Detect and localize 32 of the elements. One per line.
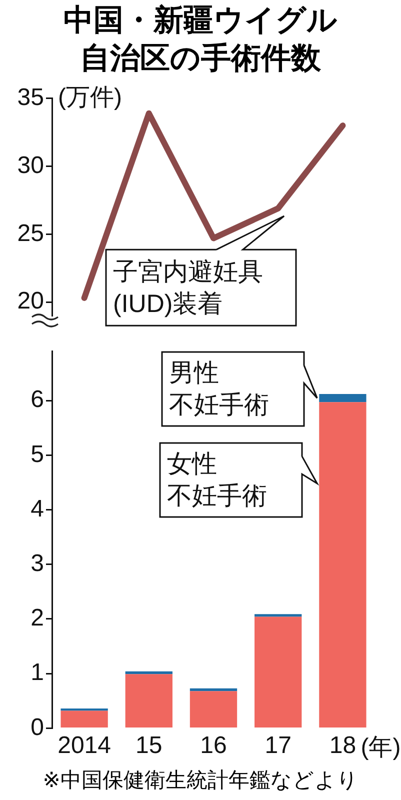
bar xyxy=(190,688,238,692)
bar xyxy=(125,674,172,728)
y-tick-label: 20 xyxy=(17,288,44,315)
text: 女性不妊手術 xyxy=(167,449,267,512)
bar xyxy=(319,394,366,402)
text: 男性不妊手術 xyxy=(169,358,269,421)
y-tick-label: 35 xyxy=(17,84,44,112)
series-label: 子宮内避妊具(IUD)装着 xyxy=(113,257,263,320)
bar xyxy=(254,614,302,617)
bar xyxy=(125,671,172,674)
y-tick-label: 1 xyxy=(30,659,44,686)
y-tick-label: 30 xyxy=(17,152,44,179)
x-tick-label: 16 xyxy=(200,732,227,760)
bar xyxy=(319,402,366,728)
bar xyxy=(60,710,108,728)
bar xyxy=(190,691,238,728)
y-tick-label: 5 xyxy=(30,440,44,468)
y-tick-label: 4 xyxy=(30,495,44,522)
x-tick-label: 17 xyxy=(264,732,292,760)
y-tick-label: 6 xyxy=(30,386,44,414)
x-tick-label: 18 xyxy=(329,732,356,760)
bar xyxy=(254,616,302,728)
y-tick-label: 0 xyxy=(30,714,44,741)
x-tick-label: 15 xyxy=(136,732,162,760)
y-tick-label: 25 xyxy=(17,220,44,247)
x-axis-title: (年) xyxy=(360,734,401,761)
chart-title: 中国・新疆ウイグル自治区の手術件数 xyxy=(62,2,338,78)
y-tick-label: 3 xyxy=(30,550,44,577)
x-tick-label: 2014 xyxy=(58,732,111,760)
y-tick-label: 2 xyxy=(30,604,44,632)
y-axis-title: (万件) xyxy=(58,84,122,112)
text: ※中国保健衛生統計年鑑などより xyxy=(42,767,360,794)
